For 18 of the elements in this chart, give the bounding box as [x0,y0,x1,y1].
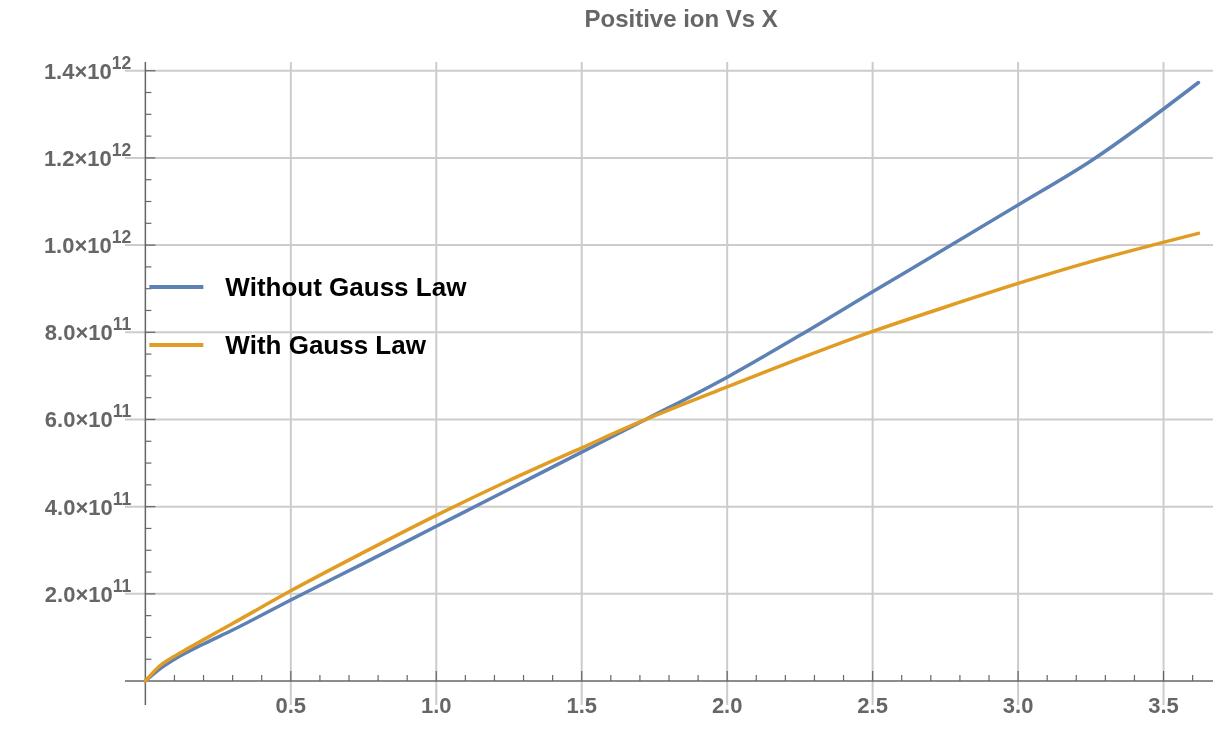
x-tick-label: 2.0 [711,693,743,719]
y-tick-label: 4.0×10$^{11}$ [44,488,132,520]
x-tick-label: 3.5 [1148,693,1179,719]
x-tick-label: 0.5 [275,693,307,719]
x-tick-label: 3.0 [1002,693,1034,719]
x-tick-label: 1.5 [566,693,598,719]
legend-label: Without Gauss Law [225,272,468,302]
y-tick-label: 2.0×10$^{11}$ [44,575,132,607]
y-tick-label: 1.2×10$^{12}$ [43,139,132,171]
y-tick-label: 8.0×10$^{11}$ [44,314,132,346]
line-series [143,231,1201,683]
y-tick-label: 1.0×10$^{12}$ [43,227,132,259]
y-tick-label: 1.4×10$^{12}$ [43,52,132,84]
legend-label: With Gauss Law [225,330,427,360]
chart-title: Positive ion Vs X [584,5,778,32]
y-tick-label: 6.0×10$^{11}$ [44,401,132,433]
x-tick-label: 2.5 [857,693,888,719]
x-tick-label: 1.0 [420,693,452,719]
